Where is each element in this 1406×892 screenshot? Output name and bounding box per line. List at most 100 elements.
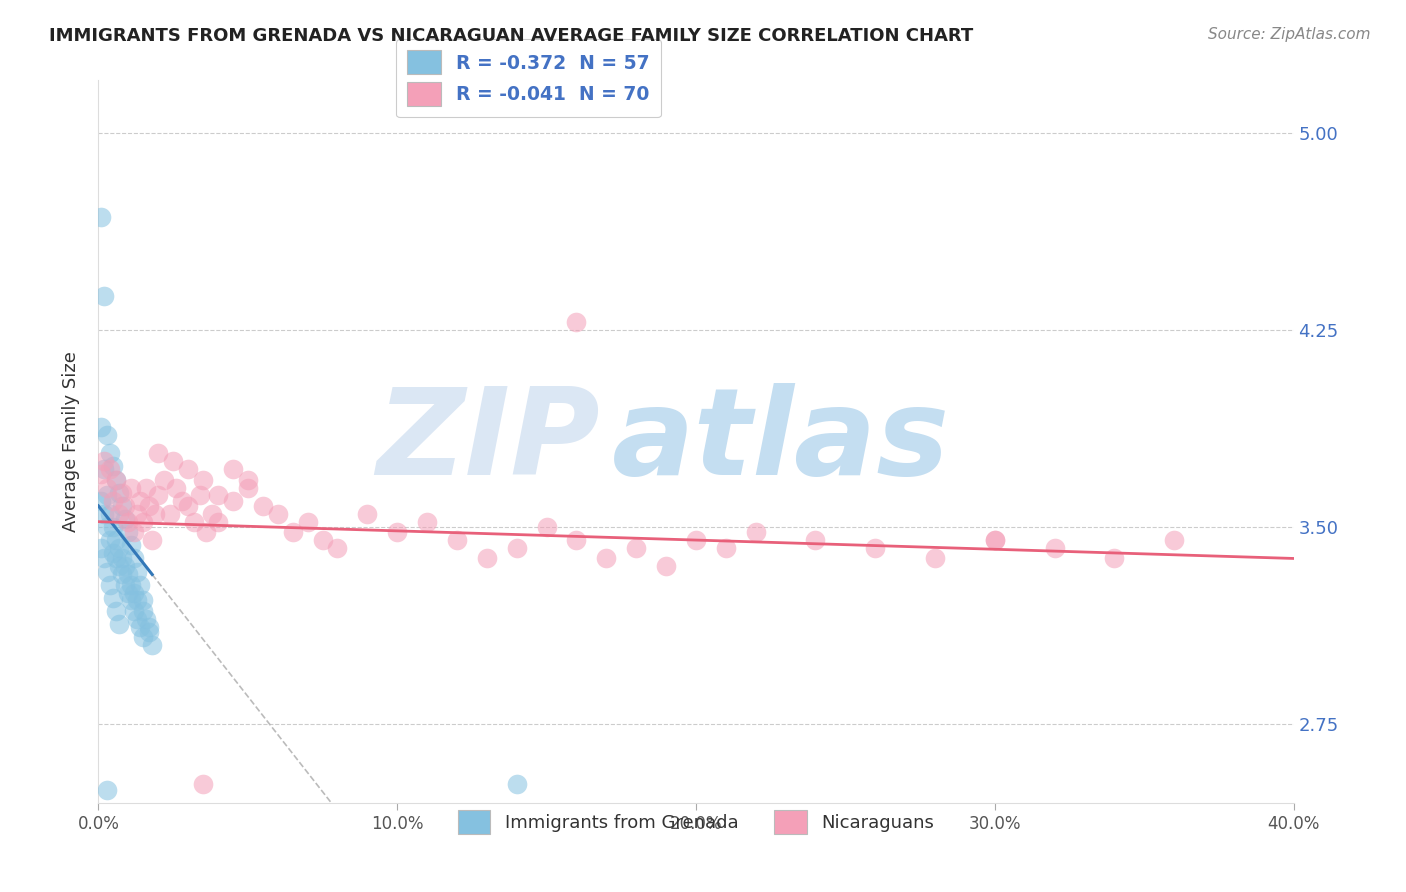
Point: [385, 525, 409, 540]
Point: [90, 420, 112, 434]
Point: [984, 533, 1007, 547]
Point: [281, 525, 304, 540]
Point: [984, 533, 1007, 547]
Point: [93, 551, 115, 566]
Point: [506, 777, 529, 791]
Point: [105, 473, 128, 487]
Point: [127, 565, 149, 579]
Point: [120, 538, 142, 552]
Point: [141, 638, 163, 652]
Point: [127, 507, 149, 521]
Point: [129, 578, 152, 592]
Point: [138, 620, 160, 634]
Point: [114, 559, 136, 574]
Point: [626, 541, 648, 555]
Point: [924, 551, 946, 566]
Point: [96, 488, 118, 502]
Point: [195, 525, 218, 540]
Point: [90, 467, 112, 482]
Point: [96, 428, 118, 442]
Point: [297, 515, 319, 529]
Point: [326, 541, 349, 555]
Point: [183, 515, 205, 529]
Point: [117, 585, 139, 599]
Point: [105, 533, 128, 547]
Point: [222, 462, 245, 476]
Point: [114, 578, 136, 592]
Point: [804, 533, 827, 547]
Point: [98, 507, 122, 521]
Point: [536, 520, 558, 534]
Point: [207, 515, 229, 529]
Point: [124, 585, 146, 599]
Point: [416, 515, 439, 529]
Point: [114, 512, 136, 526]
Point: [745, 525, 768, 540]
Point: [138, 625, 160, 640]
Point: [120, 578, 142, 592]
Point: [222, 493, 245, 508]
Point: [98, 462, 122, 476]
Point: [96, 481, 118, 495]
Point: [90, 210, 112, 224]
Point: [236, 481, 259, 495]
Point: [108, 617, 131, 632]
Point: [108, 559, 131, 574]
Point: [108, 541, 131, 555]
Point: [267, 507, 290, 521]
Point: [148, 446, 170, 460]
Point: [111, 499, 134, 513]
Point: [143, 507, 166, 521]
Point: [111, 551, 134, 566]
Point: [1043, 541, 1066, 555]
Point: [129, 620, 152, 634]
Point: [129, 493, 152, 508]
Point: [124, 525, 146, 540]
Point: [98, 533, 122, 547]
Point: [1104, 551, 1126, 566]
Point: [132, 604, 155, 618]
Point: [103, 459, 125, 474]
Point: [93, 454, 115, 468]
Point: [595, 551, 617, 566]
Point: [685, 533, 707, 547]
Point: [117, 567, 139, 582]
Point: [120, 481, 142, 495]
Point: [98, 446, 122, 460]
Point: [132, 515, 155, 529]
Legend: Immigrants from Grenada, Nicaraguans: Immigrants from Grenada, Nicaraguans: [447, 799, 945, 845]
Point: [103, 493, 125, 508]
Point: [236, 473, 259, 487]
Point: [188, 488, 211, 502]
Point: [98, 578, 122, 592]
Point: [120, 593, 142, 607]
Point: [117, 525, 139, 540]
Point: [565, 315, 588, 329]
Point: [191, 473, 214, 487]
Point: [108, 507, 131, 521]
Point: [96, 565, 118, 579]
Point: [201, 507, 224, 521]
Point: [148, 488, 170, 502]
Point: [506, 541, 529, 555]
Point: [356, 507, 378, 521]
Point: [165, 481, 187, 495]
Point: [90, 541, 112, 555]
Point: [93, 507, 115, 521]
Point: [103, 591, 125, 605]
Point: [252, 499, 274, 513]
Point: [162, 454, 184, 468]
Point: [655, 559, 678, 574]
Point: [132, 593, 155, 607]
Text: ZIP: ZIP: [377, 383, 600, 500]
Point: [141, 533, 163, 547]
Point: [103, 546, 125, 560]
Point: [135, 612, 157, 626]
Point: [207, 488, 229, 502]
Point: [124, 551, 146, 566]
Point: [93, 289, 115, 303]
Point: [1163, 533, 1185, 547]
Point: [153, 473, 176, 487]
Point: [475, 551, 498, 566]
Text: Source: ZipAtlas.com: Source: ZipAtlas.com: [1208, 27, 1371, 42]
